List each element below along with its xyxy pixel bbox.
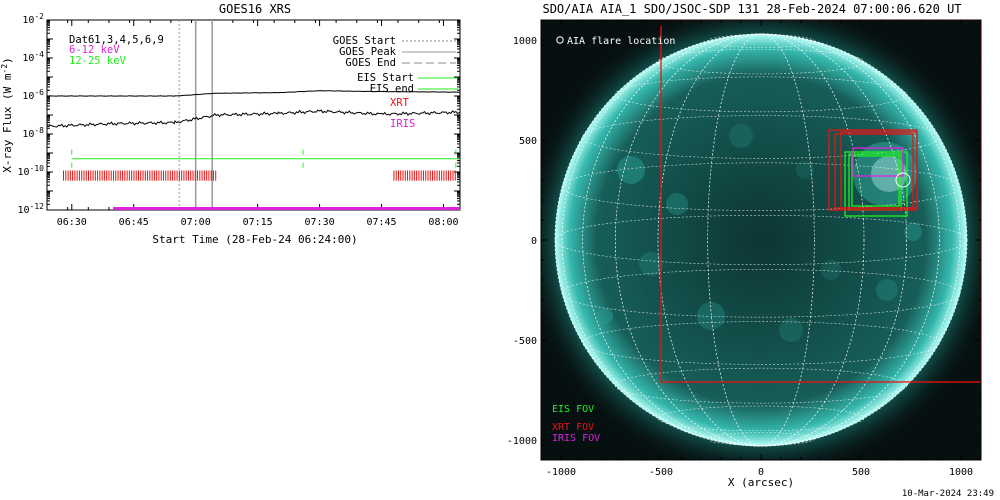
legend-goes-end: GOES End [345, 57, 396, 69]
flare-location-marker [895, 172, 911, 188]
aia-x-label: X (arcsec) [728, 476, 794, 489]
eis-fov-label: EIS FOV [552, 404, 594, 415]
goes-x-tick-label: 07:30 [305, 217, 335, 228]
active-region-glow [821, 260, 841, 280]
active-region-glow [666, 193, 688, 215]
goes-y-axis: 10-12 10-10 10-8 10-6 10-4 10-2 [18, 12, 460, 216]
aia-image-layer [541, 20, 981, 460]
active-region-glow [597, 308, 613, 324]
series-12-25kev-line [46, 109, 461, 128]
aia-title: SDO/AIA AIA_1 SDO/JSOC-SDP 131 28-Feb-20… [542, 2, 961, 16]
goes-x-tick-label: 06:30 [57, 217, 87, 228]
flare-location-label: AIA flare location [567, 36, 675, 47]
aia-y-tick-label: 500 [519, 136, 537, 147]
active-region-glow [876, 279, 898, 301]
aia-x-tick-label: 1000 [949, 467, 973, 478]
grid-limb [554, 33, 968, 447]
aia-x-tick-label: -1000 [546, 467, 576, 478]
goes-x-label: Start Time (28-Feb-24 06:24:00) [152, 233, 357, 246]
legend-xrt: XRT [390, 97, 410, 109]
xrt-fov-label: XRT FOV [552, 422, 594, 433]
series-6-12kev-line [47, 90, 461, 97]
goes-title: GOES16 XRS [219, 2, 291, 16]
heliographic-grid [554, 33, 968, 447]
goes-y-tick-label: 10-12 [18, 202, 45, 216]
aia-x-axis: -1000 -500 0 500 1000 [546, 20, 973, 478]
legend-eis-start: EIS Start [357, 72, 414, 84]
goes-y-tick-label: 10-10 [18, 164, 45, 178]
goes-y-tick-label: 10-2 [22, 12, 44, 26]
flare-active-region-core [871, 156, 907, 192]
goes-legend: GOES Start GOES Peak GOES End EIS Start … [333, 35, 458, 130]
series-label-12-25kev: 12-25 keV [69, 55, 127, 67]
aia-y-tick-label: 0 [531, 236, 537, 247]
goes-y-label: X-ray Flux (W m-2) [0, 57, 14, 173]
legend-eis-end: EIS end [370, 83, 414, 95]
goes-y-label-end: ) [1, 57, 14, 64]
solar-disk [555, 34, 967, 446]
grid-longitude-line [582, 33, 940, 447]
grid-latitude-line [657, 48, 865, 75]
goes-y-tick-label: 10-6 [22, 88, 44, 102]
goes-xrs-panel: GOES16 XRS 10-12 10-10 10-8 10-6 10-4 10-2 06… [0, 2, 461, 246]
legend-goes-peak: GOES Peak [339, 46, 397, 58]
generation-timestamp: 10-Mar-2024 23:49 [902, 489, 994, 499]
active-region-glow [697, 302, 725, 330]
goes-x-tick-label: 07:15 [243, 217, 273, 228]
aia-y-tick-label: -1000 [507, 436, 537, 447]
active-region-glow [729, 124, 753, 148]
active-region-glow [639, 252, 663, 276]
goes-y-tick-label: 10-4 [22, 50, 44, 64]
goes-x-tick-label: 08:00 [428, 217, 458, 228]
goes-data-layer [46, 20, 461, 210]
aia-x-tick-label: 0 [758, 467, 764, 478]
grid-longitude-line [561, 33, 961, 447]
active-region-glow [796, 161, 814, 179]
goes-x-tick-label: 07:45 [366, 217, 396, 228]
series-label-6-12kev: 6-12 keV [69, 44, 120, 56]
grid-latitude-line [657, 405, 865, 432]
series-label-dat: Dat61,3,4,5,6,9 [69, 34, 164, 46]
grid-longitude-line [615, 33, 907, 447]
goes-y-tick-label: 10-8 [22, 126, 44, 140]
aia-panel: SDO/AIA AIA_1 SDO/JSOC-SDP 131 28-Feb-20… [507, 2, 994, 499]
aia-x-tick-label: -500 [649, 467, 673, 478]
fov-rect [851, 155, 900, 207]
legend-goes-start: GOES Start [333, 35, 396, 47]
aia-y-tick-label: -500 [513, 336, 537, 347]
iris-fov-label: IRIS FOV [552, 433, 600, 444]
aia-y-axis: -1000 -500 0 500 1000 [507, 36, 981, 447]
fov-rect [660, 20, 981, 383]
fov-rect [840, 131, 918, 209]
aia-flare-label: AIA flare location [556, 36, 675, 47]
goes-y-label-sup: -2 [0, 64, 9, 74]
flare-marker-icon [556, 36, 564, 44]
fov-rect [844, 151, 908, 217]
grid-latitude-line [582, 321, 940, 365]
active-region-glow [617, 156, 645, 184]
legend-iris: IRIS [390, 118, 415, 130]
goes-x-tick-label: 06:45 [119, 217, 149, 228]
fov-rect [852, 147, 904, 177]
goes-x-tick-label: 07:00 [181, 217, 211, 228]
active-region-glow [904, 223, 922, 241]
aia-y-tick-label: 1000 [513, 36, 537, 47]
active-region-glow [779, 318, 803, 342]
goes-y-label-main: X-ray Flux (W m [1, 73, 14, 173]
aia-x-tick-label: 500 [852, 467, 870, 478]
grid-latitude-line [561, 162, 961, 211]
